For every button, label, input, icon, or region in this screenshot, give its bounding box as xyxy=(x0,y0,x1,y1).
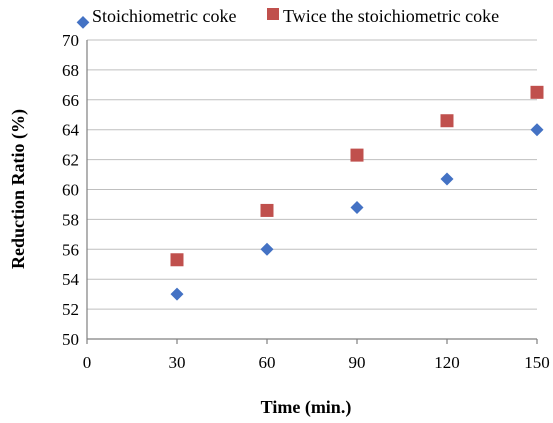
legend-marker-diamond xyxy=(76,16,90,29)
x-axis-title: Time (min.) xyxy=(261,397,352,418)
data-point-square xyxy=(260,203,274,217)
y-tick-label: 56 xyxy=(62,240,79,259)
y-tick-label: 58 xyxy=(62,210,79,229)
y-tick-label: 66 xyxy=(62,91,79,110)
gridlines xyxy=(87,39,537,310)
legend-label-twice-stoichiometric: Twice the stoichiometric coke xyxy=(283,6,499,26)
data-point-square xyxy=(440,114,454,128)
data-point-diamond xyxy=(530,123,544,137)
y-axis-title: Reduction Ratio (%) xyxy=(8,109,29,269)
y-tick-label: 50 xyxy=(62,330,79,349)
x-tick-label: 60 xyxy=(259,353,276,372)
x-tick-label: 0 xyxy=(83,353,92,372)
x-tick-label: 120 xyxy=(434,353,460,372)
data-point-diamond xyxy=(440,172,454,186)
y-tick-label: 62 xyxy=(62,151,79,170)
x-tick-labels: 0 30 60 90 120 150 xyxy=(83,353,550,372)
y-tick-label: 68 xyxy=(62,61,79,80)
data-point-diamond xyxy=(350,200,364,214)
y-tick-label: 60 xyxy=(62,181,79,200)
y-tick-labels: 50 52 54 56 58 60 62 64 66 68 70 xyxy=(62,31,80,349)
axes xyxy=(86,40,538,344)
y-tick-label: 54 xyxy=(62,270,80,289)
x-tick-label: 150 xyxy=(524,353,550,372)
data-point-square xyxy=(350,148,364,162)
y-tick-label: 52 xyxy=(62,300,79,319)
data-point-diamond xyxy=(170,287,184,301)
legend-entry-stoichiometric: Stoichiometric coke xyxy=(76,6,236,29)
legend: Stoichiometric coke Twice the stoichiome… xyxy=(76,6,499,29)
x-tick-label: 30 xyxy=(169,353,186,372)
y-tick-label: 64 xyxy=(62,121,80,140)
data-point-diamond xyxy=(260,242,274,256)
x-tick-label: 90 xyxy=(349,353,366,372)
data-points xyxy=(170,85,544,301)
data-point-square xyxy=(530,85,544,99)
data-point-square xyxy=(170,253,184,267)
legend-entry-twice-stoichiometric: Twice the stoichiometric coke xyxy=(267,6,499,26)
y-tick-label: 70 xyxy=(62,31,79,50)
legend-marker-square xyxy=(267,8,279,20)
legend-label-stoichiometric: Stoichiometric coke xyxy=(92,6,236,26)
